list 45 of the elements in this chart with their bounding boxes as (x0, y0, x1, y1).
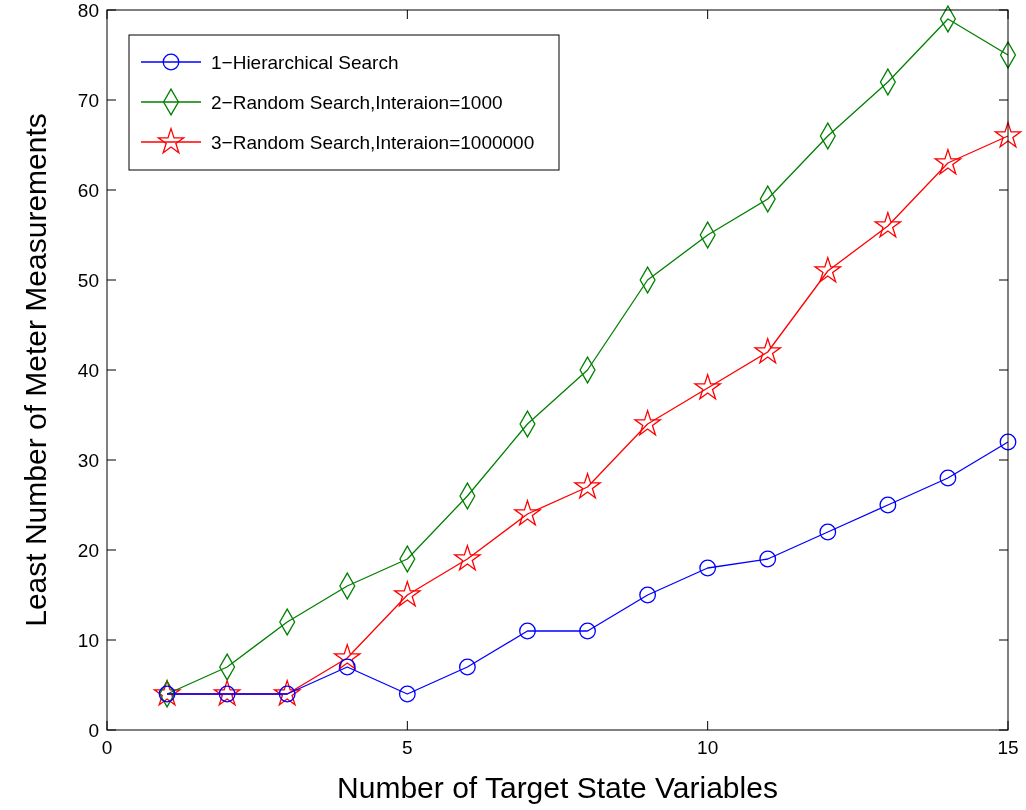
x-axis-title: Number of Target State Variables (337, 771, 778, 804)
point (519, 622, 536, 640)
point (398, 685, 416, 703)
y-tick-label: 80 (77, 0, 99, 21)
y-tick-label: 50 (77, 270, 99, 291)
point (458, 658, 476, 676)
point (273, 680, 301, 706)
y-tick-label: 30 (77, 450, 99, 471)
point (333, 644, 361, 670)
point (999, 433, 1017, 451)
point (874, 212, 902, 238)
point (393, 581, 421, 607)
legend-label: 3−Random Search,Interaion=1000000 (211, 132, 535, 153)
point (754, 338, 782, 364)
y-tick-label: 20 (77, 540, 99, 561)
point (819, 523, 837, 541)
y-tick-label: 60 (77, 180, 99, 201)
point (514, 500, 541, 526)
point (574, 473, 601, 499)
point (934, 149, 962, 175)
legend-label: 2−Random Search,Interaion=1000 (211, 92, 503, 113)
x-tick-label: 0 (101, 737, 113, 758)
x-tick-label: 15 (997, 737, 1019, 758)
point (338, 658, 356, 676)
point (454, 545, 481, 571)
y-tick-label: 10 (77, 630, 99, 651)
point (639, 586, 657, 604)
point (699, 559, 717, 577)
point (579, 622, 596, 640)
point (759, 550, 777, 568)
x-tick-label: 5 (402, 737, 413, 758)
y-axis-title: Least Number of Meter Measurements (19, 113, 52, 627)
point (814, 257, 842, 283)
point (153, 680, 181, 706)
y-tick-label: 40 (77, 360, 99, 381)
legend-label: 1−Hierarchical Search (211, 52, 399, 73)
point (694, 374, 722, 400)
point (213, 680, 241, 706)
y-tick-label: 0 (88, 720, 99, 741)
x-tick-label: 10 (697, 737, 719, 758)
y-tick-label: 70 (77, 90, 99, 111)
point (994, 122, 1022, 148)
point (879, 496, 897, 514)
point (939, 469, 957, 487)
point (634, 410, 661, 436)
